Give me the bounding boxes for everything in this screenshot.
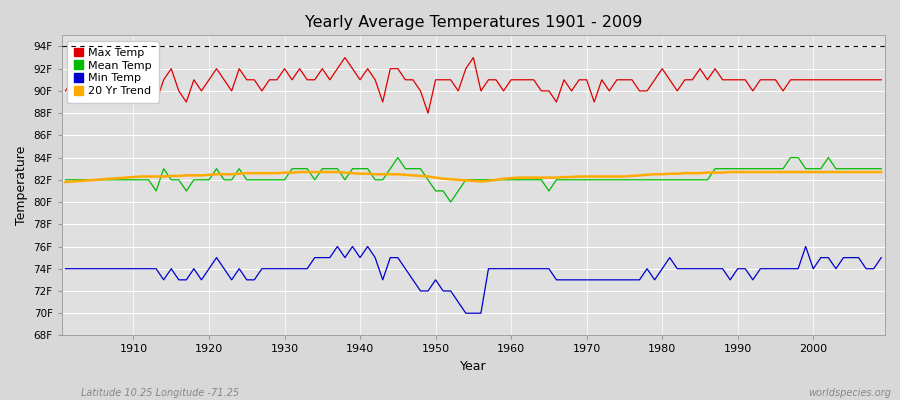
X-axis label: Year: Year <box>460 360 487 373</box>
Legend: Max Temp, Mean Temp, Min Temp, 20 Yr Trend: Max Temp, Mean Temp, Min Temp, 20 Yr Tre… <box>68 41 158 103</box>
Text: worldspecies.org: worldspecies.org <box>808 388 891 398</box>
Text: Latitude 10.25 Longitude -71.25: Latitude 10.25 Longitude -71.25 <box>81 388 239 398</box>
Y-axis label: Temperature: Temperature <box>15 146 28 225</box>
Title: Yearly Average Temperatures 1901 - 2009: Yearly Average Temperatures 1901 - 2009 <box>305 15 642 30</box>
